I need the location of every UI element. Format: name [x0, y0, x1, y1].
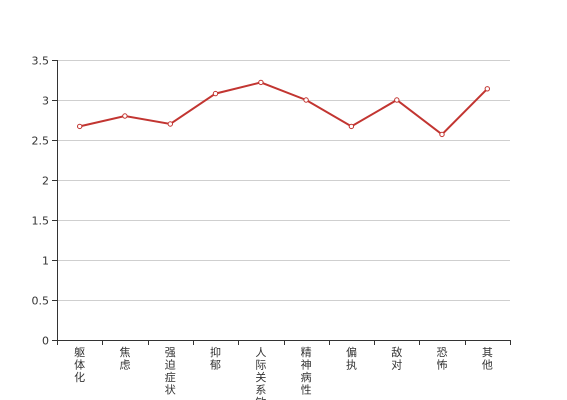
- series: [77, 79, 490, 138]
- y-axis: 0 0.5 1 1.5 2 2.5 3 3.5: [32, 55, 58, 348]
- y-tick-label: 0: [42, 335, 49, 348]
- y-tick-label: 1: [42, 255, 49, 268]
- x-tick-label: 敌对: [391, 345, 402, 372]
- data-point[interactable]: [167, 121, 174, 127]
- data-point[interactable]: [303, 97, 309, 103]
- x-tick-label: 强迫症状: [165, 346, 176, 397]
- series-line: [79, 81, 489, 136]
- x-tick-label: 焦虑: [119, 346, 130, 372]
- data-point[interactable]: [77, 123, 83, 130]
- data-point[interactable]: [484, 86, 490, 92]
- y-tick-label: 2: [42, 175, 49, 188]
- data-point[interactable]: [212, 90, 219, 97]
- data-point[interactable]: [122, 113, 128, 119]
- x-tick-label: 躯体化: [74, 346, 85, 384]
- data-point[interactable]: [394, 97, 400, 103]
- x-tick-label: 其他: [482, 346, 493, 372]
- y-tick-label: 2.5: [32, 135, 50, 148]
- y-tick-label: 1.5: [32, 215, 50, 228]
- y-tick-label: 0.5: [32, 295, 50, 308]
- data-point[interactable]: [348, 123, 355, 130]
- x-tick-label: 抑郁: [210, 345, 221, 372]
- y-tick-label: 3.5: [32, 55, 50, 68]
- x-tick-label: 恐怖: [437, 346, 448, 372]
- x-tick-label: 偏执: [346, 345, 357, 372]
- x-tick-label: 精神病性: [301, 346, 312, 397]
- data-point[interactable]: [439, 131, 445, 138]
- x-tick-label: 人际关系敏: [255, 346, 266, 400]
- grid-lines: [57, 60, 510, 301]
- y-tick-label: 3: [42, 95, 49, 108]
- data-point[interactable]: [258, 79, 264, 86]
- x-axis: 躯体化 焦虑 强迫症状 抑郁 人际关系敏 精神病性 偏执 敌对 恐怖 其他: [57, 340, 511, 400]
